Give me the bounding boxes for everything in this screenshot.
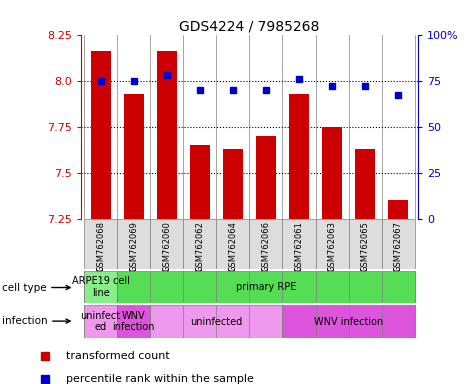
Bar xyxy=(150,305,283,338)
Text: cell type: cell type xyxy=(1,283,70,293)
Text: ARPE19 cell
line: ARPE19 cell line xyxy=(72,276,130,298)
Text: GSM762062: GSM762062 xyxy=(195,221,204,272)
Bar xyxy=(150,219,183,269)
Bar xyxy=(355,149,375,219)
Text: GSM762061: GSM762061 xyxy=(294,221,304,272)
Bar xyxy=(315,219,349,269)
Text: GSM762064: GSM762064 xyxy=(228,221,238,272)
Title: GDS4224 / 7985268: GDS4224 / 7985268 xyxy=(179,20,320,33)
Bar xyxy=(256,136,276,219)
Bar xyxy=(124,94,143,219)
Text: GSM762065: GSM762065 xyxy=(361,221,370,272)
Text: GSM762067: GSM762067 xyxy=(394,221,403,272)
Text: transformed count: transformed count xyxy=(66,351,170,361)
Bar xyxy=(183,219,216,269)
Bar xyxy=(388,200,408,219)
Text: WNV infection: WNV infection xyxy=(314,316,383,327)
Text: GSM762066: GSM762066 xyxy=(261,221,270,272)
Text: GSM762063: GSM762063 xyxy=(328,221,336,272)
Bar xyxy=(91,51,111,219)
Text: infection: infection xyxy=(1,316,70,326)
Bar xyxy=(289,94,309,219)
Bar xyxy=(249,219,283,269)
Bar xyxy=(223,149,243,219)
Bar xyxy=(84,219,117,269)
Text: GSM762068: GSM762068 xyxy=(96,221,105,272)
Bar xyxy=(117,219,150,269)
Text: percentile rank within the sample: percentile rank within the sample xyxy=(66,374,255,384)
Bar xyxy=(117,271,415,303)
Bar xyxy=(283,219,315,269)
Bar xyxy=(216,219,249,269)
Text: primary RPE: primary RPE xyxy=(236,282,296,292)
Bar xyxy=(84,271,117,303)
Bar xyxy=(381,219,415,269)
Bar xyxy=(283,305,415,338)
Bar xyxy=(84,305,117,338)
Bar xyxy=(190,145,209,219)
Bar xyxy=(349,219,381,269)
Bar xyxy=(117,305,150,338)
Bar xyxy=(322,127,342,219)
Bar xyxy=(157,51,177,219)
Text: uninfected: uninfected xyxy=(190,316,242,327)
Text: GSM762069: GSM762069 xyxy=(129,221,138,272)
Text: GSM762060: GSM762060 xyxy=(162,221,171,272)
Text: uninfect
ed: uninfect ed xyxy=(81,311,121,333)
Text: WNV
infection: WNV infection xyxy=(113,311,155,333)
